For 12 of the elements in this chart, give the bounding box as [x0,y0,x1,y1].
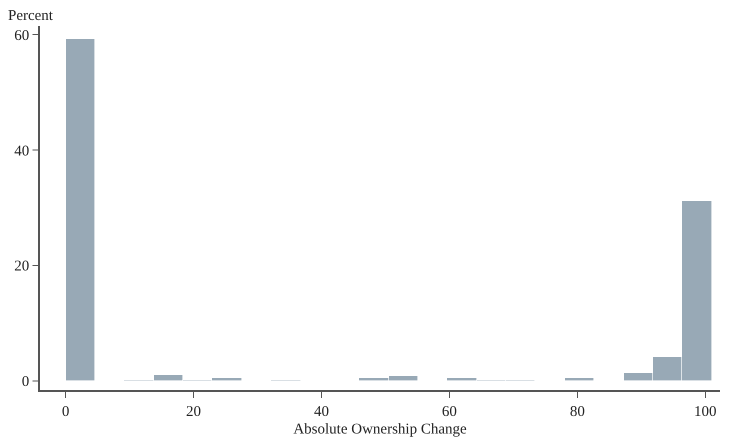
x-tick-label: 80 [570,404,585,420]
x-tick-label: 60 [442,404,457,420]
x-tick-label: 100 [694,404,717,420]
y-axis-title: Percent [8,8,54,24]
y-tick-label: 60 [14,28,30,44]
x-axis-title: Absolute Ownership Change [293,421,467,438]
y-tick-label: 20 [14,258,30,275]
x-tick-label: 0 [62,404,70,420]
y-tick-label: 0 [22,374,30,390]
y-tick-label: 40 [14,143,30,160]
x-tick-label: 40 [314,404,329,420]
x-tick-label: 20 [186,404,202,420]
